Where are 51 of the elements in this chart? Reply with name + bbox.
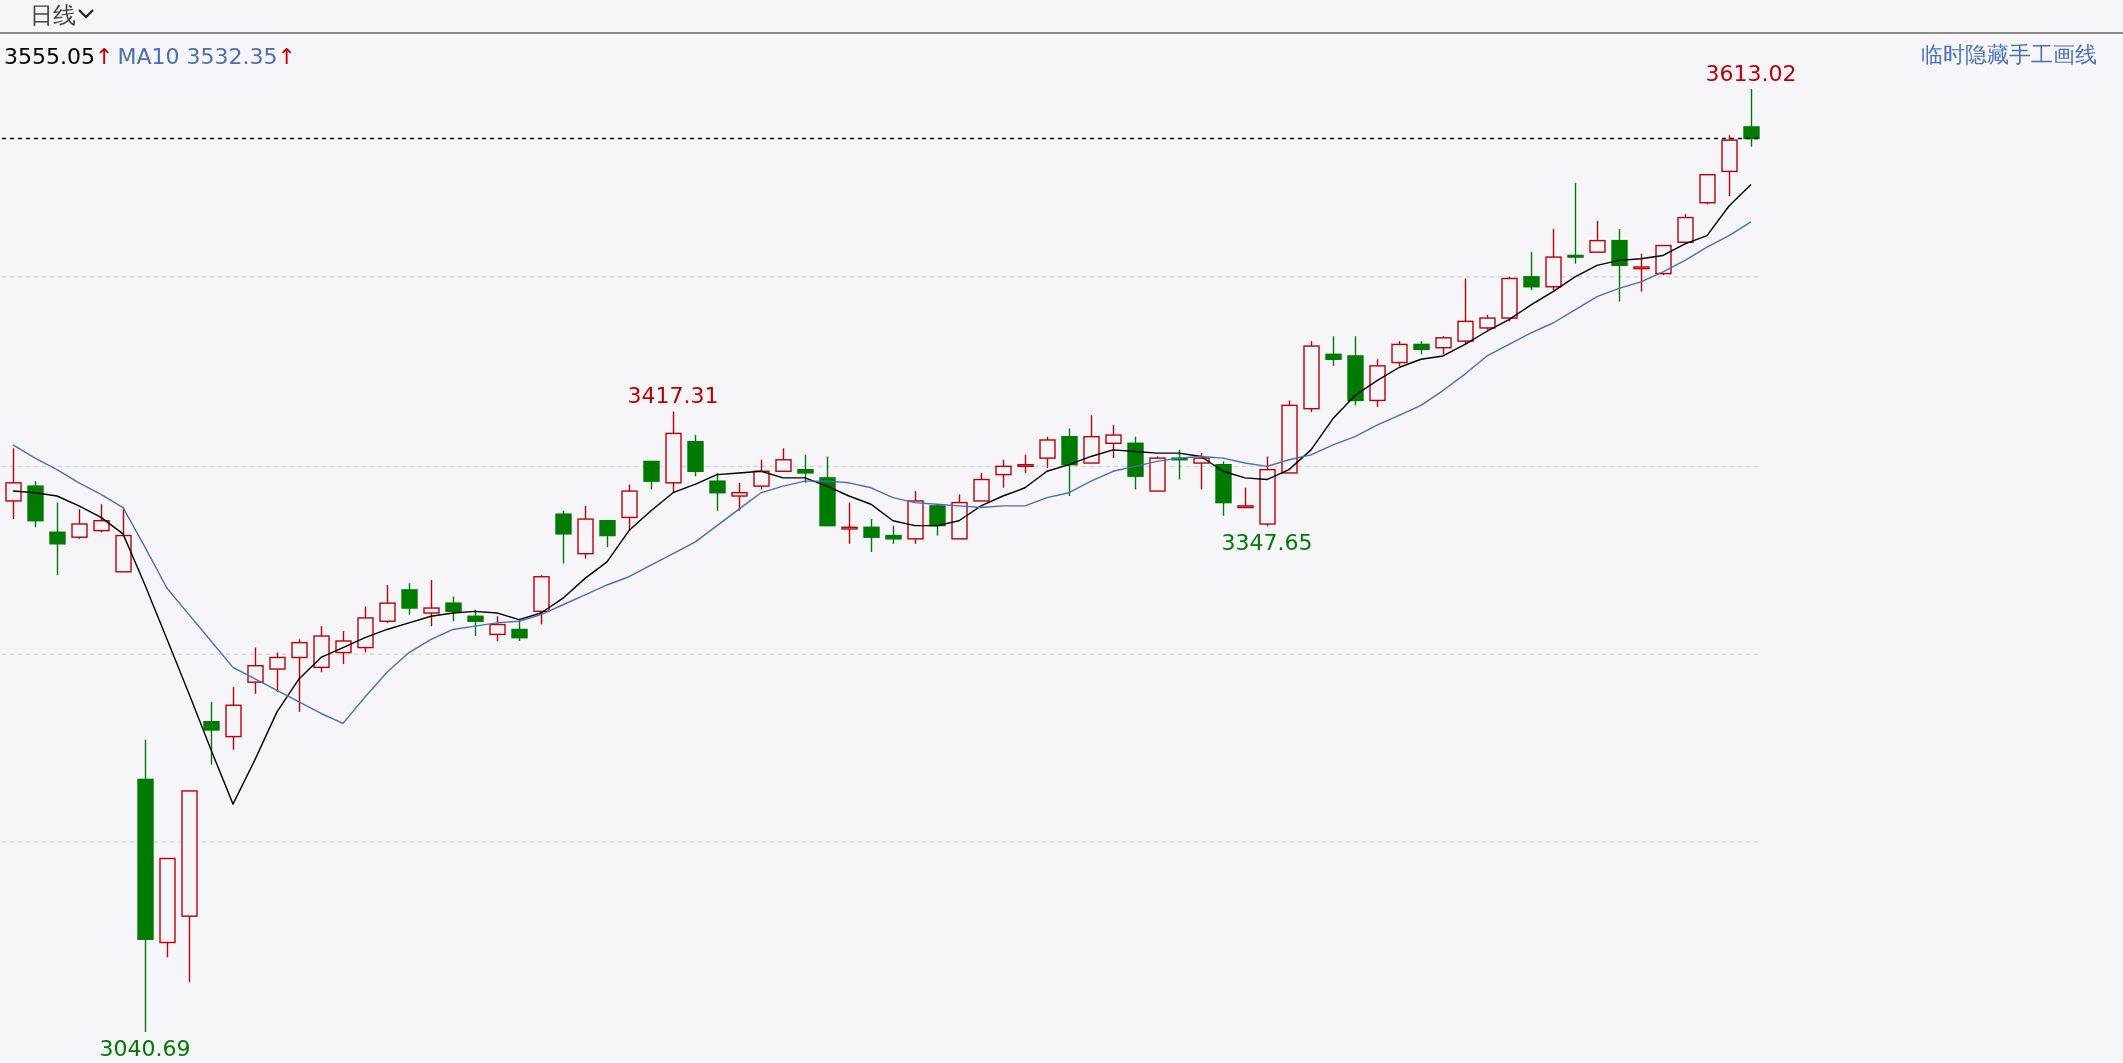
candlestick bbox=[555, 510, 572, 565]
candlestick bbox=[1325, 335, 1342, 367]
candlestick bbox=[731, 482, 748, 512]
candlestick bbox=[71, 508, 88, 540]
candlestick bbox=[709, 472, 726, 512]
candlestick bbox=[1391, 340, 1408, 367]
candlestick bbox=[1105, 424, 1122, 459]
candlestick bbox=[797, 454, 814, 484]
candlestick bbox=[1435, 335, 1452, 355]
candlestick bbox=[203, 701, 220, 766]
text: 临时隐藏手工画线 bbox=[1921, 41, 2097, 69]
candlestick bbox=[489, 615, 506, 642]
candlestick bbox=[1567, 182, 1584, 265]
annotation: 3040.69 bbox=[99, 1035, 191, 1061]
annotation: 3613.02 bbox=[1705, 61, 1797, 86]
candlestick bbox=[467, 608, 484, 637]
candlestick bbox=[1017, 454, 1034, 474]
text: 3555.05↑ bbox=[4, 44, 114, 69]
candlestick bbox=[775, 447, 792, 472]
candlestick bbox=[379, 584, 396, 624]
candlestick bbox=[445, 595, 462, 622]
candlestick bbox=[973, 472, 990, 502]
candlestick bbox=[1039, 435, 1056, 469]
candlestick bbox=[753, 459, 770, 491]
candlestick bbox=[1633, 253, 1650, 293]
candlestick bbox=[1743, 89, 1760, 148]
candlestick bbox=[841, 501, 858, 545]
candlestick bbox=[863, 518, 880, 553]
candlestick bbox=[885, 524, 902, 545]
candlestick bbox=[995, 459, 1012, 489]
candlestick bbox=[1193, 452, 1210, 491]
candlestick bbox=[401, 582, 418, 616]
candlestick bbox=[5, 447, 22, 520]
candlestick bbox=[1457, 277, 1474, 346]
text: 3532.35↑ bbox=[186, 44, 296, 69]
candlestick bbox=[247, 646, 264, 695]
candlestick bbox=[1237, 487, 1254, 509]
candlestick bbox=[291, 638, 308, 713]
candlestick bbox=[49, 501, 66, 576]
annotation: 3347.65 bbox=[1221, 529, 1313, 555]
candlestick bbox=[93, 503, 110, 533]
chart-title: 日线 bbox=[30, 1, 76, 30]
candlestick bbox=[1589, 220, 1606, 253]
candlestick bbox=[423, 579, 440, 627]
candlestick bbox=[269, 651, 286, 693]
annotation: 3417.31 bbox=[627, 383, 719, 409]
text: MA10 bbox=[117, 44, 181, 69]
candlestick bbox=[599, 520, 616, 548]
candlestick bbox=[643, 460, 660, 491]
candlestick bbox=[1523, 251, 1540, 291]
candlestick bbox=[929, 503, 946, 537]
